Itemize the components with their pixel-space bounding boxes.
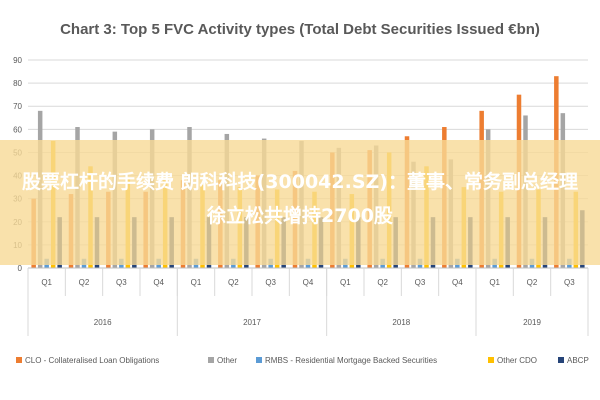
x-tick-label: Q4: [452, 278, 463, 287]
legend-swatch: [208, 357, 214, 363]
legend-label: Other CDO: [497, 356, 537, 365]
x-tick-label: Q4: [153, 278, 164, 287]
legend-swatch: [488, 357, 494, 363]
y-tick-label: 90: [13, 56, 22, 65]
y-tick-label: 70: [13, 102, 22, 111]
x-tick-label: Q4: [303, 278, 314, 287]
legend-label: RMBS - Residential Mortgage Backed Secur…: [265, 356, 437, 365]
x-group-label: 2017: [243, 318, 261, 327]
legend-label: ABCP: [567, 356, 589, 365]
x-tick-label: Q2: [527, 278, 538, 287]
y-tick-label: 60: [13, 125, 22, 134]
overlay-banner: [0, 140, 600, 265]
x-tick-label: Q2: [79, 278, 90, 287]
x-tick-label: Q1: [41, 278, 52, 287]
x-tick-label: Q3: [116, 278, 127, 287]
x-tick-label: Q3: [415, 278, 426, 287]
y-tick-label: 80: [13, 79, 22, 88]
x-tick-label: Q3: [564, 278, 575, 287]
legend-swatch: [256, 357, 262, 363]
legend: CLO - Collateralised Loan Obligations Oth…: [16, 356, 589, 365]
x-tick-label: Q3: [265, 278, 276, 287]
legend-label: CLO - Collateralised Loan Obligations: [25, 356, 159, 365]
x-group-label: 2018: [392, 318, 410, 327]
legend-label: Other: [217, 356, 237, 365]
x-tick-label: Q1: [191, 278, 202, 287]
y-tick-label: 0: [18, 264, 23, 273]
x-tick-label: Q1: [340, 278, 351, 287]
x-tick-label: Q2: [228, 278, 239, 287]
x-group-label: 2016: [94, 318, 112, 327]
chart-title: Chart 3: Top 5 FVC Activity types (Total…: [60, 21, 540, 38]
x-tick-label: Q2: [377, 278, 388, 287]
legend-swatch: [16, 357, 22, 363]
overlay-headline: 股票杠杆的手续费 朗科科技(300042.SZ)：董事、常务副总经理徐立松共增持…: [22, 171, 578, 227]
x-tick-label: Q1: [489, 278, 500, 287]
x-group-label: 2019: [523, 318, 541, 327]
legend-swatch: [558, 357, 564, 363]
